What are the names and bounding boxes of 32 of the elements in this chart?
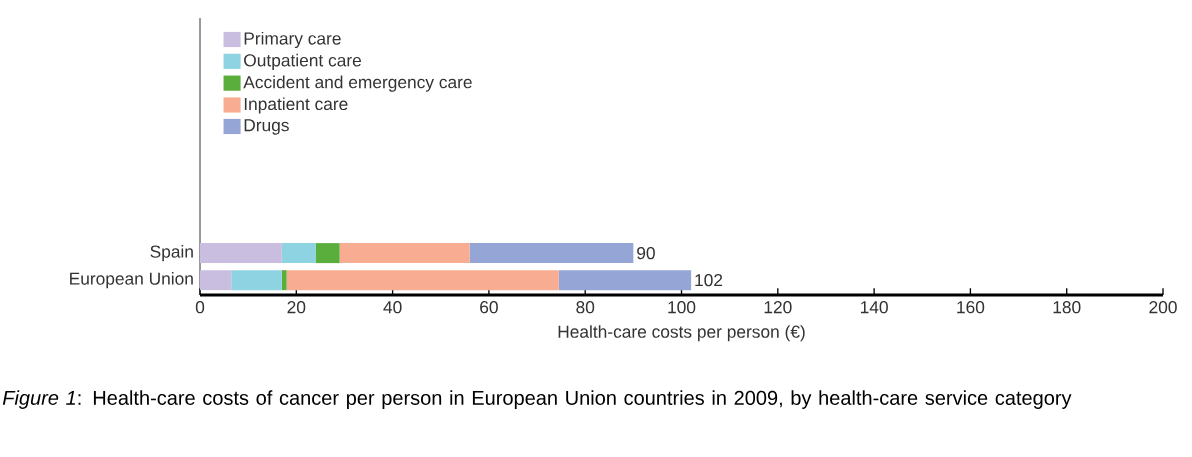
legend-label: Inpatient care <box>244 97 348 114</box>
bar <box>200 243 282 264</box>
x-tick-label: 60 <box>480 301 498 314</box>
total-label: 102 <box>695 274 723 287</box>
x-tick-label: 200 <box>1149 301 1177 314</box>
y-tick-label: Spain <box>150 245 193 262</box>
bar <box>558 270 692 291</box>
x-tick-label: 100 <box>668 301 696 314</box>
x-tick-label: 160 <box>957 301 985 314</box>
bar <box>339 243 470 264</box>
y-tick-label: European Union <box>70 272 193 289</box>
x-tick-label: 40 <box>383 301 402 314</box>
bar <box>469 243 634 264</box>
x-tick-label: 140 <box>860 301 888 314</box>
bar <box>200 270 232 291</box>
bar <box>281 243 316 264</box>
text: Figure 1: Health-care costs of cancer per person in European Union countries in 2009, by health-care service category <box>2 390 1072 409</box>
legend-label: Outpatient care <box>244 53 361 70</box>
x-tick-label: 20 <box>287 301 306 314</box>
x-tick-label: 120 <box>764 301 792 314</box>
legend-label: Accident and emergency care <box>243 75 472 92</box>
bar <box>286 270 559 291</box>
x-tick-label: 180 <box>1053 301 1081 314</box>
x-tick-label: 0 <box>195 301 205 314</box>
bar <box>281 270 287 291</box>
x-tick-label: 80 <box>576 301 595 314</box>
bar <box>315 243 340 264</box>
total-label: 90 <box>637 246 655 260</box>
bar <box>231 270 282 291</box>
x-axis-title: Health-care costs per person (€) <box>558 325 805 342</box>
legend-label: Drugs <box>244 119 289 135</box>
legend-label: Primary care <box>244 31 341 49</box>
